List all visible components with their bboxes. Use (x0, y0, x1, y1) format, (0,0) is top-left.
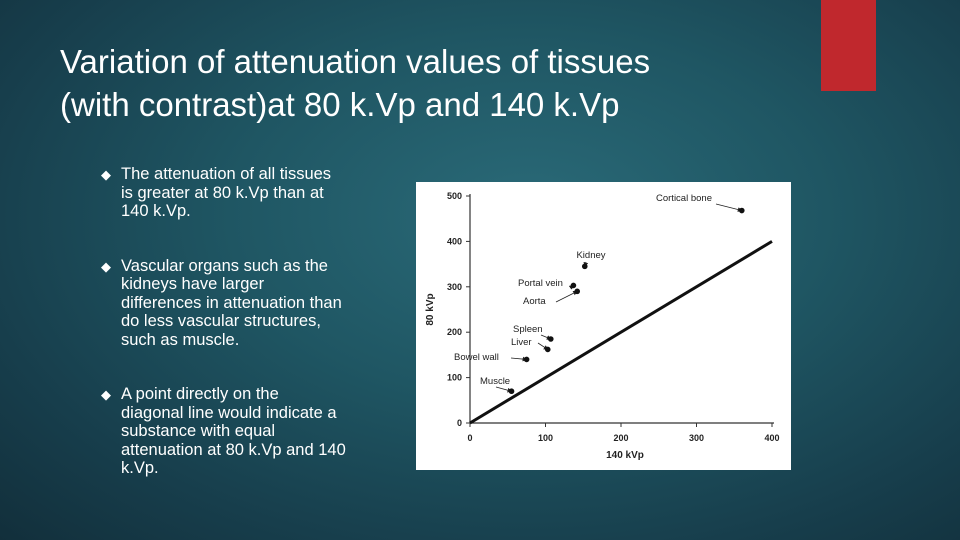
data-label-bowel-wall: Bowel wall (454, 352, 499, 363)
x-tick-label: 200 (613, 433, 628, 443)
data-label-spleen: Spleen (513, 324, 543, 335)
data-label-muscle: Muscle (480, 376, 510, 387)
bullet-3-line-4: attenuation at 80 k.Vp and 140 (121, 440, 346, 459)
data-label-cortical-bone: Cortical bone (656, 193, 712, 204)
y-tick-label: 100 (447, 373, 462, 383)
attenuation-chart-panel: 0 100 200 300 400 500 0 100 200 300 400 140 kVp 80 k… (416, 182, 791, 470)
data-point-spleen (547, 336, 554, 342)
bullet-2-line-1: Vascular organs such as the (121, 256, 328, 275)
y-tick-label: 500 (447, 191, 462, 201)
title-line-1: Variation of attenuation values of tissu… (60, 43, 651, 80)
y-tick-label: 300 (447, 282, 462, 292)
bullet-3-line-3: substance with equal (121, 422, 276, 440)
data-label-aorta: Aorta (523, 296, 546, 307)
diamond-bullet-icon: ◆ (101, 258, 111, 274)
y-tick-label: 200 (447, 327, 462, 337)
data-label-liver: Liver (511, 337, 532, 348)
data-point-muscle (508, 388, 515, 395)
bullet-item-2: ◆ Vascular organs such as the kidneys ha… (100, 257, 390, 350)
x-tick-label: 100 (538, 433, 553, 443)
bullet-2-line-2: kidneys have larger (121, 275, 265, 293)
bullet-list: ◆ The attenuation of all tissues is grea… (100, 165, 390, 514)
bullet-item-1: ◆ The attenuation of all tissues is grea… (100, 165, 390, 221)
y-tick-label: 400 (447, 236, 462, 246)
bullet-2-line-5: such as muscle. (121, 330, 240, 349)
diamond-bullet-icon: ◆ (101, 387, 111, 402)
x-tick-label: 0 (467, 433, 472, 443)
y-tick-label: 0 (457, 418, 462, 428)
bullet-1-line-1: The attenuation of all tissues (121, 165, 332, 183)
y-axis-title: 80 kVp (425, 293, 436, 325)
x-tick-label: 300 (689, 433, 704, 443)
attenuation-scatter-chart: 0 100 200 300 400 500 0 100 200 300 400 140 kVp 80 k… (425, 191, 780, 461)
data-point-aorta (574, 288, 581, 295)
data-label-portal-vein: Portal vein (518, 278, 563, 289)
bullet-2-line-3: differences in attenuation than (121, 293, 342, 312)
annotation-arrow-cortical-bone (715, 203, 743, 212)
x-tick-label: 400 (764, 433, 779, 443)
data-label-kidney: Kidney (576, 250, 605, 261)
slide-title: Variation of attenuation values of tissu… (60, 40, 800, 126)
x-axis-title: 140 kVp (606, 450, 644, 461)
diamond-bullet-icon: ◆ (101, 167, 111, 182)
data-point-cortical-bone (739, 207, 745, 214)
bullet-1-line-3: 140 k.Vp. (121, 202, 191, 220)
data-point-portal-vein (570, 282, 577, 289)
annotation-arrow-aorta (555, 290, 578, 303)
bullet-3-line-2: diagonal line would indicate a (121, 403, 337, 422)
bullet-3-line-5: k.Vp. (121, 459, 159, 477)
reference-diagonal-line (469, 240, 773, 425)
data-point-liver (544, 346, 551, 353)
data-point-kidney (581, 263, 588, 270)
title-line-2: (with contrast)at 80 k.Vp and 140 k.Vp (60, 86, 620, 123)
bullet-3-line-1: A point directly on the (121, 385, 279, 403)
bullet-2-line-4: do less vascular structures, (121, 312, 321, 330)
bullet-1-line-2: is greater at 80 k.Vp than at (121, 183, 324, 202)
red-accent-bar (821, 0, 876, 91)
data-point-bowel-wall (523, 356, 530, 363)
bullet-item-3: ◆ A point directly on the diagonal line … (100, 385, 390, 478)
